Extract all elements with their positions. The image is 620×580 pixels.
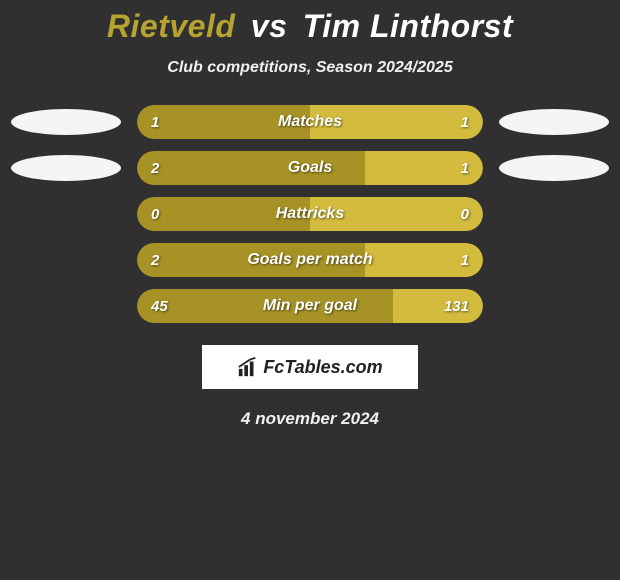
comparison-infographic: Rietveld vs Tim Linthorst Club competiti… (0, 0, 620, 429)
stat-value-left: 1 (151, 105, 159, 139)
bar-fill-left (137, 105, 310, 139)
spacer (11, 201, 121, 227)
chart-icon (237, 356, 259, 378)
bar-fill-right (310, 105, 483, 139)
stat-value-right: 131 (444, 289, 469, 323)
stat-value-right: 0 (461, 197, 469, 231)
bar-fill-left (137, 197, 310, 231)
bar-fill-right (393, 289, 483, 323)
stat-bar: 21Goals per match (137, 243, 483, 277)
bar-fill-right (310, 197, 483, 231)
player1-name: Rietveld (107, 8, 235, 44)
stat-bar: 45131Min per goal (137, 289, 483, 323)
stat-value-left: 2 (151, 151, 159, 185)
stat-row: 21Goals (0, 151, 620, 185)
bar-fill-left (137, 289, 393, 323)
stat-value-right: 1 (461, 105, 469, 139)
player1-marker (11, 155, 121, 181)
player2-marker (499, 109, 609, 135)
player2-name: Tim Linthorst (303, 8, 513, 44)
stat-row: 00Hattricks (0, 197, 620, 231)
stat-value-right: 1 (461, 243, 469, 277)
bar-fill-left (137, 243, 365, 277)
stat-value-left: 2 (151, 243, 159, 277)
spacer (11, 293, 121, 319)
stat-bar: 11Matches (137, 105, 483, 139)
logo-text: FcTables.com (263, 357, 382, 378)
spacer (11, 247, 121, 273)
stat-row: 45131Min per goal (0, 289, 620, 323)
bar-fill-left (137, 151, 365, 185)
stat-value-left: 45 (151, 289, 168, 323)
date-text: 4 november 2024 (0, 409, 620, 429)
logo-box: FcTables.com (202, 345, 418, 389)
stat-row: 11Matches (0, 105, 620, 139)
player2-marker (499, 155, 609, 181)
spacer (499, 201, 609, 227)
stat-row: 21Goals per match (0, 243, 620, 277)
stat-bar: 00Hattricks (137, 197, 483, 231)
spacer (499, 293, 609, 319)
stats-list: 11Matches21Goals00Hattricks21Goals per m… (0, 105, 620, 323)
spacer (499, 247, 609, 273)
subtitle: Club competitions, Season 2024/2025 (0, 59, 620, 77)
page-title: Rietveld vs Tim Linthorst (0, 8, 620, 45)
stat-value-right: 1 (461, 151, 469, 185)
stat-bar: 21Goals (137, 151, 483, 185)
stat-value-left: 0 (151, 197, 159, 231)
vs-text: vs (251, 8, 288, 44)
player1-marker (11, 109, 121, 135)
